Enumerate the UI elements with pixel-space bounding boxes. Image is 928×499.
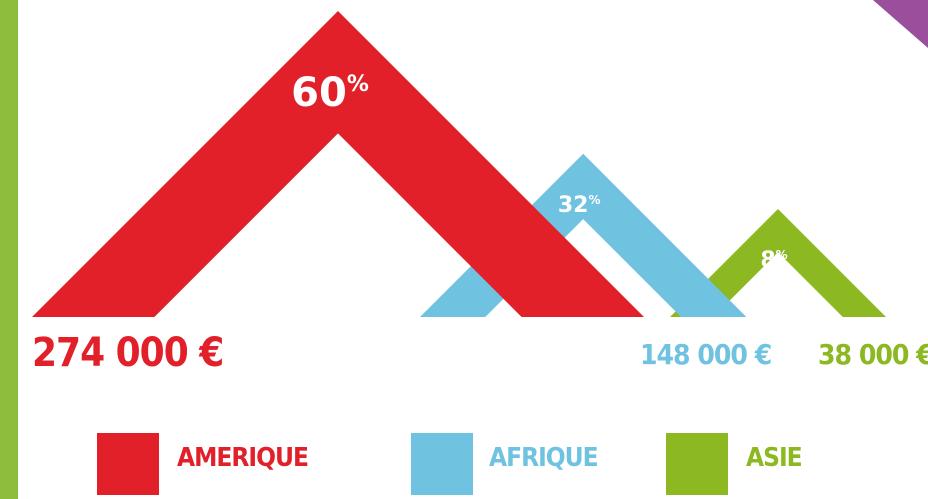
legend-swatch-asie bbox=[666, 433, 728, 495]
chevron-amerique bbox=[32, 11, 644, 317]
legend-swatch-afrique bbox=[411, 433, 473, 495]
amount-label-afrique: 148 000 € bbox=[640, 338, 772, 371]
corner-accent bbox=[873, 0, 928, 48]
legend-label-amerique: AMERIQUE bbox=[177, 443, 309, 473]
percent-label-afrique: 32% bbox=[558, 193, 601, 218]
left-accent-bar bbox=[0, 0, 18, 499]
percent-label-asie: 8% bbox=[760, 248, 787, 273]
legend-label-afrique: AFRIQUE bbox=[489, 443, 599, 473]
amount-label-amerique: 274 000 € bbox=[32, 330, 224, 376]
percent-label-amerique: 60% bbox=[291, 70, 369, 116]
percent-label-layer: 60% 32% 8% bbox=[291, 70, 788, 273]
chevron-layer bbox=[32, 11, 886, 317]
legend-label-asie: ASIE bbox=[746, 443, 803, 473]
legend-swatch-amerique bbox=[97, 433, 159, 495]
chevron-asie bbox=[670, 209, 886, 317]
amount-label-asie: 38 000 € bbox=[818, 338, 928, 371]
